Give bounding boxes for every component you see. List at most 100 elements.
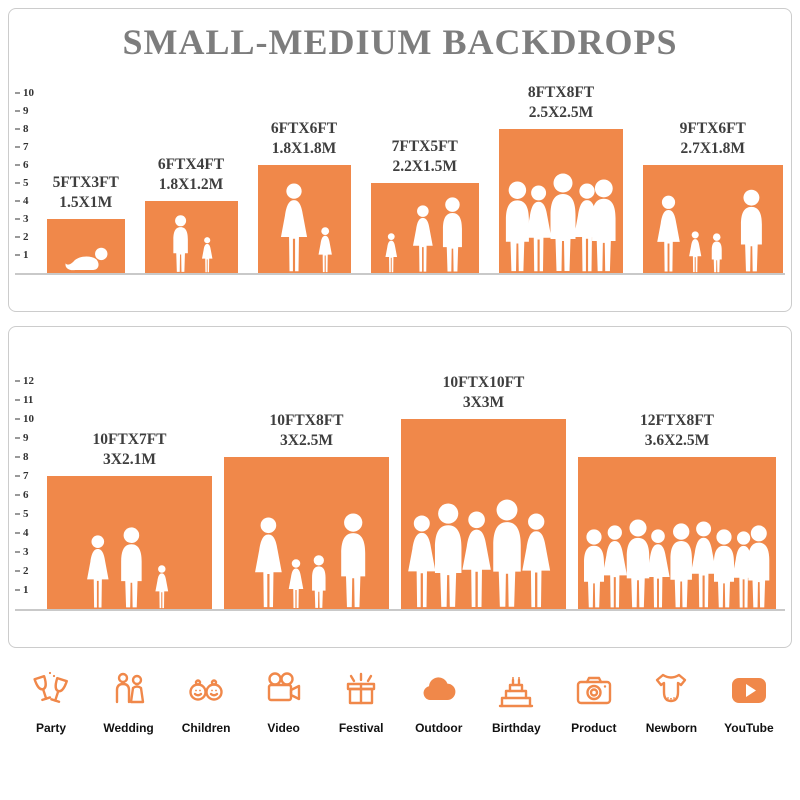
axis-tick: 2 (15, 230, 29, 244)
group-silhouette (408, 499, 551, 608)
size-m: 2.7X1.8M (680, 139, 746, 157)
axis-tick: 8 (15, 450, 29, 464)
category-children: Children (169, 662, 243, 735)
category-label: Outdoor (415, 721, 463, 735)
axis-tick: 5 (15, 176, 29, 190)
backdrop-bar (370, 183, 479, 273)
backdrop-item-6x6: 6FTX6FT 1.8X1.8M (257, 119, 351, 273)
backdrop-item-10x10: 10FTX10FT 3X3M (401, 373, 566, 609)
backdrop-size-label: 9FTX6FT 2.7X1.8M (680, 119, 746, 159)
mother-child-silhouette (280, 183, 332, 273)
size-m: 1.8X1.2M (158, 175, 224, 193)
family-silhouette (384, 197, 462, 273)
axis-tick: 10 (15, 86, 34, 100)
youtube-icon (727, 662, 771, 712)
axis-tick: 9 (15, 104, 29, 118)
backdrop-size-label: 6FTX6FT 1.8X1.8M (271, 119, 337, 159)
backdrop-item-8x8: 8FTX8FT 2.5X2.5M (499, 83, 623, 273)
category-newborn: Newborn (634, 662, 708, 735)
bars-row: 10FTX7FT 3X2.1M 10FTX8FT 3X2.5 (41, 373, 785, 609)
category-label: Product (571, 721, 617, 735)
children-icon (184, 662, 228, 712)
axis-tick: 2 (15, 564, 29, 578)
backdrop-item-10x8: 10FTX8FT 3X2.5M (224, 411, 389, 609)
baby-silhouette (65, 247, 108, 271)
top-chart-panel: SMALL-MEDIUM BACKDROPS 1 2 3 4 5 6 7 8 9 10 5FTX3… (8, 8, 792, 312)
size-ft: 10FTX10FT (442, 373, 525, 391)
size-ft: 10FTX7FT (92, 430, 167, 448)
video-camera-icon (262, 662, 306, 712)
product-camera-icon (572, 662, 616, 712)
y-axis: 1 2 3 4 5 6 7 8 9 10 11 12 (15, 373, 41, 609)
axis-tick: 7 (15, 469, 29, 483)
category-outdoor: Outdoor (402, 662, 476, 735)
axis-tick: 3 (15, 212, 29, 226)
axis-tick: 3 (15, 545, 29, 559)
large-backdrops-chart: 1 2 3 4 5 6 7 8 9 10 11 12 10FTX7FT 3X2.1M (15, 373, 785, 611)
page-title: SMALL-MEDIUM BACKDROPS (122, 22, 678, 62)
axis-tick: 1 (15, 248, 29, 262)
category-label: Video (267, 721, 300, 735)
backdrop-size-label: 6FTX4FT 1.8X1.2M (158, 155, 224, 195)
size-ft: 7FTX5FT (391, 137, 458, 155)
backdrop-item-10x7: 10FTX7FT 3X2.1M (47, 430, 212, 609)
family-silhouette (255, 513, 366, 608)
size-ft: 10FTX8FT (269, 411, 344, 429)
size-ft: 9FTX6FT (679, 119, 746, 137)
festival-gift-icon (339, 662, 383, 712)
axis-tick: 6 (15, 488, 29, 502)
small-backdrops-chart: 1 2 3 4 5 6 7 8 9 10 5FTX3FT 1.5X1M 6FTX4 (15, 83, 785, 275)
category-label: Children (181, 721, 231, 735)
category-wedding: Wedding (92, 662, 166, 735)
axis-tick: 10 (15, 412, 34, 426)
size-m: 3X2.1M (103, 450, 156, 468)
size-m: 2.5X2.5M (528, 103, 594, 121)
backdrop-size-label: 10FTX10FT 3X3M (443, 373, 525, 413)
backdrop-bar (47, 219, 125, 273)
axis-tick: 1 (15, 583, 29, 597)
group-silhouette (505, 173, 616, 272)
category-youtube: YouTube (712, 662, 786, 735)
newborn-onesie-icon (649, 662, 693, 712)
backdrop-bar (257, 165, 351, 273)
category-label: Wedding (103, 721, 154, 735)
backdrop-size-label: 12FTX8FT 3.6X2.5M (640, 411, 714, 451)
backdrop-item-6x4: 6FTX4FT 1.8X1.2M (144, 155, 238, 273)
size-ft: 6FTX4FT (157, 155, 225, 173)
backdrop-bar (578, 457, 776, 609)
size-ft: 8FTX8FT (527, 83, 595, 101)
axis-tick: 4 (15, 194, 29, 208)
bars-row: 5FTX3FT 1.5X1M 6FTX4FT 1.8X1.2M (41, 83, 785, 273)
category-row: Party Wedding (0, 662, 800, 735)
backdrop-size-label: 8FTX8FT 2.5X2.5M (528, 83, 594, 123)
category-product: Product (557, 662, 631, 735)
backdrop-size-label: 10FTX8FT 3X2.5M (269, 411, 343, 451)
backdrop-item-9x6: 9FTX6FT 2.7X1.8M (643, 119, 783, 273)
category-label: Birthday (491, 721, 541, 735)
crowd-silhouette (584, 519, 770, 608)
size-ft: 12FTX8FT (639, 411, 715, 429)
birthday-cake-icon (494, 662, 538, 712)
size-m: 3X3M (462, 393, 505, 411)
backdrop-bar (47, 476, 212, 609)
axis-tick: 7 (15, 140, 29, 154)
category-video: Video (247, 662, 321, 735)
y-axis: 1 2 3 4 5 6 7 8 9 10 (15, 85, 41, 273)
category-label: YouTube (724, 721, 774, 735)
outdoor-cloud-icon (417, 662, 461, 712)
family-silhouette (87, 527, 169, 609)
category-festival: Festival (324, 662, 398, 735)
backdrop-size-label: 10FTX7FT 3X2.1M (92, 430, 166, 470)
backdrop-item-12x8: 12FTX8FT 3.6X2.5M (578, 411, 776, 609)
size-m: 3.6X2.5M (644, 431, 710, 449)
size-m: 3X2.5M (280, 431, 333, 449)
backdrop-bar (643, 165, 783, 273)
axis-tick: 6 (15, 158, 29, 172)
wedding-icon (107, 662, 151, 712)
backdrop-bar (144, 201, 238, 273)
backdrop-item-5x3: 5FTX3FT 1.5X1M (47, 173, 125, 273)
size-m: 1.8X1.8M (271, 139, 337, 157)
size-ft: 5FTX3FT (52, 173, 119, 191)
category-label: Festival (338, 721, 384, 735)
